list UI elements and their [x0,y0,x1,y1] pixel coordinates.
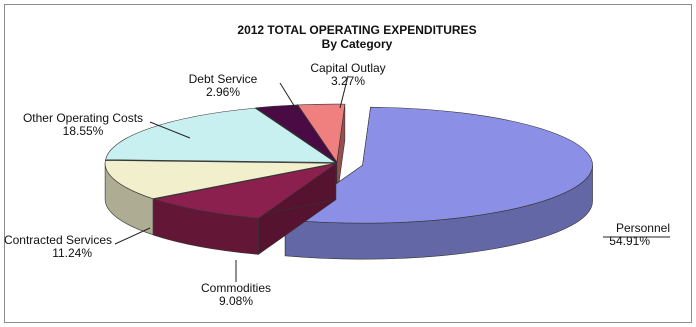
chart-title: 2012 TOTAL OPERATING EXPENDITURES [237,23,476,37]
pie-slice-commodities [152,163,337,255]
slice-name-label: Contracted Services [4,233,112,247]
slice-name-label: Debt Service [189,72,258,86]
slice-value-label: 11.24% [52,246,92,260]
slice-value-label: 3.27% [331,74,365,88]
slice-name-label: Personnel [616,221,670,235]
slice-value-label: 54.91% [609,234,650,248]
slice-value-label: 18.55% [63,124,104,138]
slice-value-label: 9.08% [219,294,253,308]
slice-name-label: Capital Outlay [310,61,385,75]
chart-subtitle: By Category [322,37,393,51]
pie-slice-personnel [284,106,593,260]
slice-name-label: Other Operating Costs [23,111,143,125]
slice-value-label: 2.96% [206,85,240,99]
slice-name-label: Commodities [201,281,271,295]
